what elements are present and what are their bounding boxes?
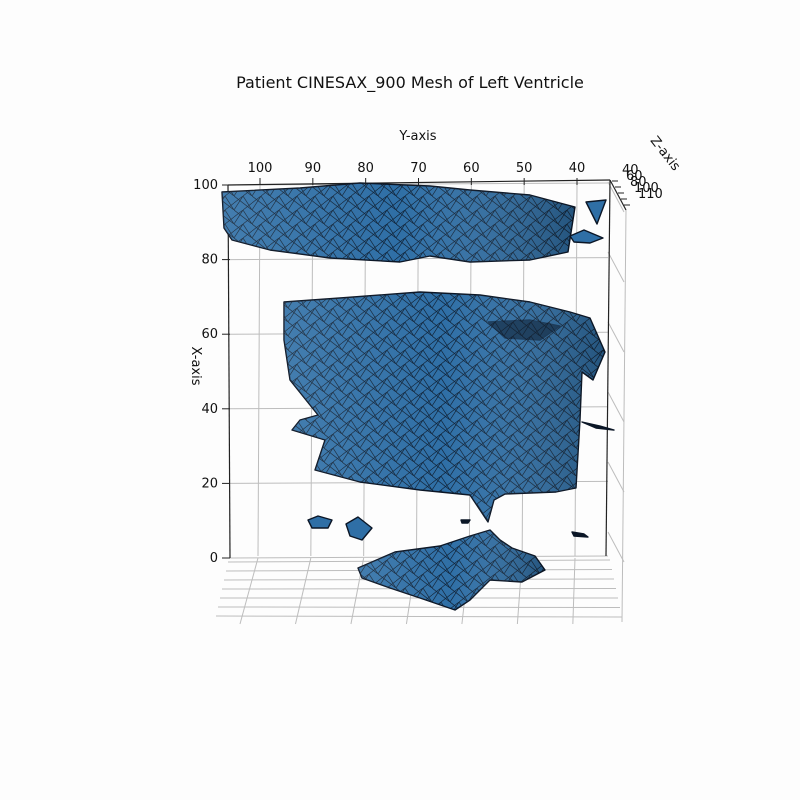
x-tick-label: 60	[201, 327, 218, 342]
mesh-fragment-dot-1	[460, 519, 471, 524]
floor-depth-gridline	[239, 557, 259, 625]
floor-depth-gridline	[294, 557, 312, 625]
z-axis-label: Z-axis	[647, 134, 683, 174]
y-tick-label: 70	[410, 161, 427, 176]
mesh-surface	[221, 182, 615, 611]
y-tick-label: 80	[357, 161, 374, 176]
mesh-top-shade	[222, 183, 575, 262]
mesh-middle-cavity	[487, 319, 561, 341]
x-tick-label: 40	[201, 402, 218, 417]
z-tick-label: 40	[622, 163, 639, 178]
z-tick-label: 60	[626, 169, 643, 184]
z-gridline	[607, 531, 625, 563]
mesh-fragment-left-1	[307, 515, 333, 529]
z-gridline	[607, 251, 625, 283]
y-tick-label: 100	[248, 161, 273, 176]
y-tick-label: 60	[463, 161, 480, 176]
y-axis-ticks: 100 90 80 70 60 50 40	[248, 161, 586, 185]
mesh-fragment-dot-2	[571, 531, 589, 538]
y-tick-label: 40	[569, 161, 586, 176]
floor-gridline	[217, 606, 621, 608]
z-gridline	[607, 321, 625, 353]
floor-gridline	[215, 615, 623, 618]
z-tick-label: 80	[630, 175, 647, 190]
y-axis-label: Y-axis	[398, 129, 436, 144]
z-gridline	[607, 181, 625, 213]
mesh-middle-shade	[284, 292, 605, 522]
mesh-top-right-fragment	[585, 199, 607, 225]
z-gridline	[607, 461, 625, 493]
y-tick-label: 50	[516, 161, 533, 176]
z-pane-edge	[621, 209, 627, 623]
z-tick-label: 100	[634, 181, 659, 196]
mesh-fragment-left-2	[345, 516, 373, 541]
x-tick-label: 20	[201, 476, 218, 491]
chart-title: Patient CINESAX_900 Mesh of Left Ventric…	[236, 73, 584, 93]
z-gridline	[607, 391, 625, 423]
x-tick-label: 80	[201, 253, 218, 268]
z-tick-label: 110	[638, 187, 663, 202]
mesh-bottom-shade	[358, 530, 545, 610]
mesh-top-right-sliver	[569, 229, 604, 244]
x-axis-ticks: 0 20 40 60 80 100	[193, 178, 230, 566]
x-tick-label: 0	[210, 551, 218, 566]
mesh-fragment-dot-3	[581, 421, 615, 431]
x-axis-label: X-axis	[188, 347, 203, 386]
y-tick-label: 90	[305, 161, 322, 176]
floor-depth-gridline	[572, 557, 576, 625]
x-tick-label: 100	[193, 178, 218, 193]
